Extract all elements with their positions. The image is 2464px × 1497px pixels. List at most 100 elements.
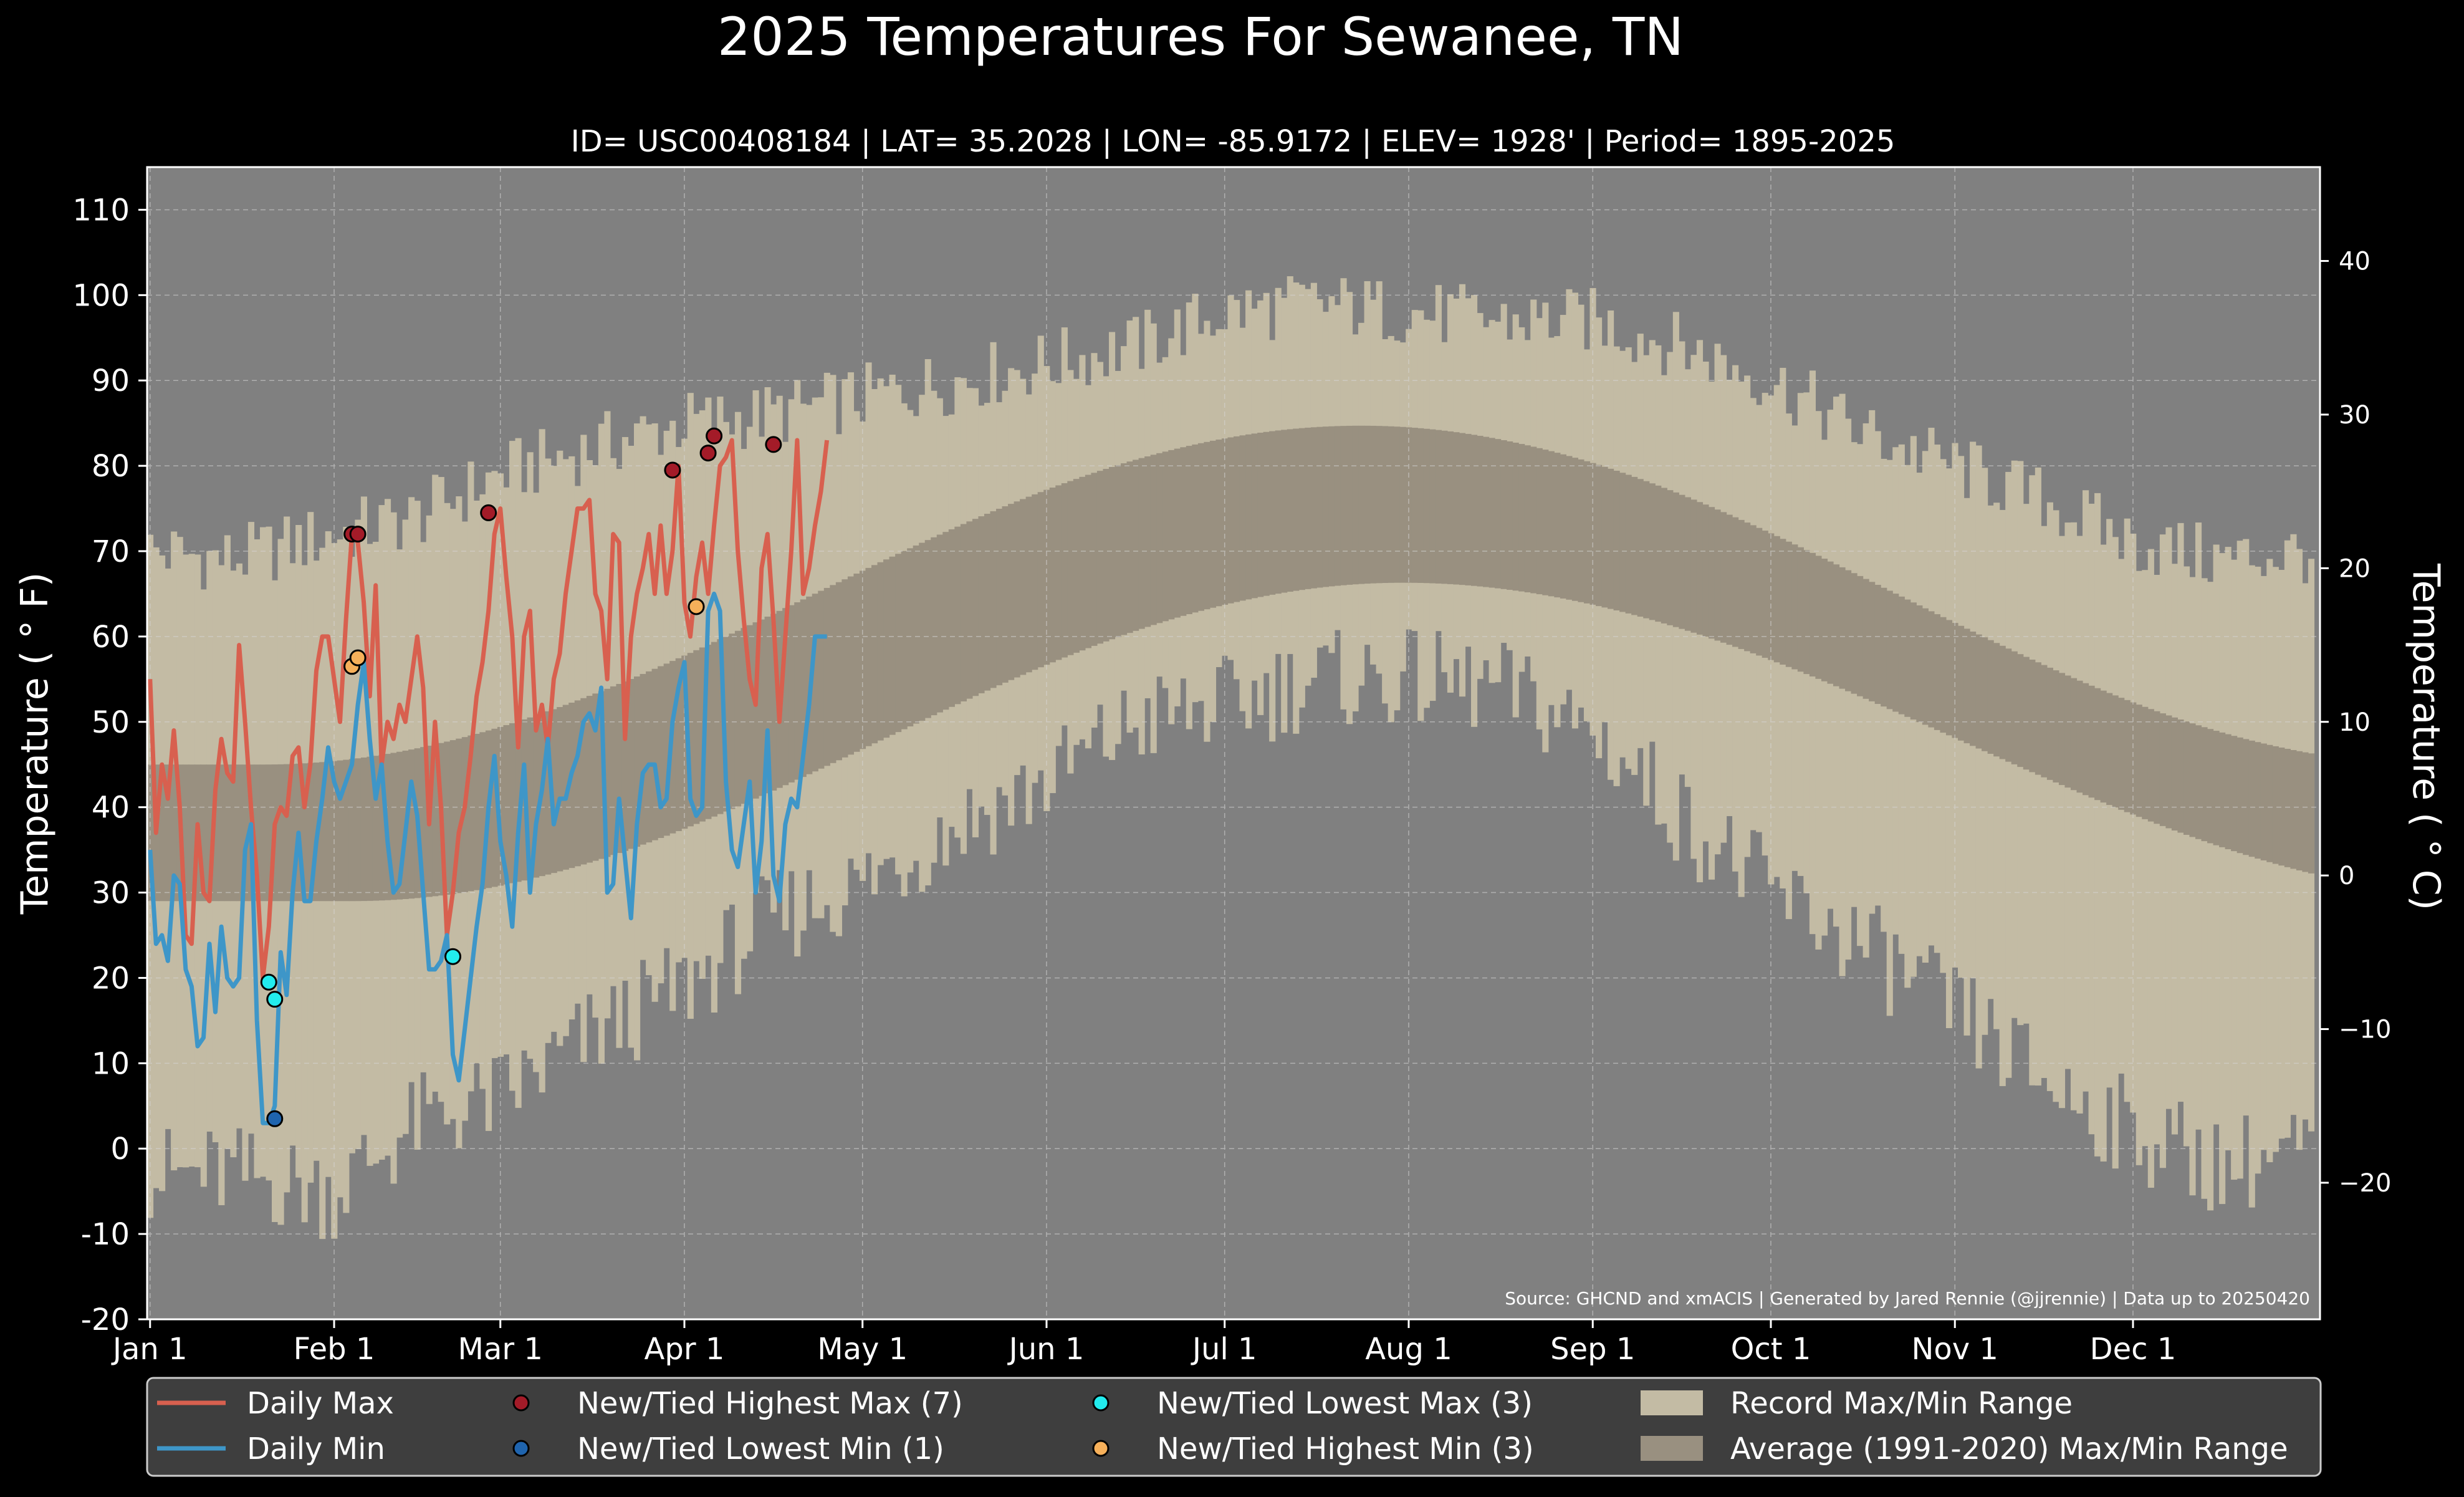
average-range-bar	[1251, 433, 1258, 599]
average-range-bar	[1417, 428, 1424, 583]
average-range-bar	[1079, 476, 1086, 651]
average-range-bar	[284, 764, 290, 902]
average-range-bar	[1554, 453, 1561, 598]
average-range-bar	[1447, 431, 1454, 584]
x-tick-label: Jun 1	[1007, 1332, 1085, 1367]
average-range-bar	[1679, 494, 1685, 629]
average-range-bar	[1518, 444, 1525, 592]
average-range-bar	[307, 763, 314, 902]
average-range-bar	[913, 545, 919, 724]
average-range-bar	[1702, 504, 1709, 637]
average-range-bar	[2154, 711, 2160, 824]
average-range-bar	[883, 559, 890, 738]
average-range-bar	[675, 658, 682, 831]
average-range-bar	[242, 764, 249, 902]
source-note: Source: GHCND and xmACIS | Generated by …	[1505, 1288, 2310, 1309]
average-range-bar	[574, 700, 581, 867]
average-range-bar	[865, 567, 872, 746]
average-range-bar	[877, 562, 884, 741]
average-range-bar	[1358, 425, 1365, 584]
new-highest-min-marker	[688, 598, 705, 615]
y2-tick-label: −20	[2339, 1169, 2391, 1198]
record-range-bar	[1945, 468, 1953, 1029]
y-tick-label: -20	[81, 1302, 130, 1337]
daily-min-line	[148, 591, 827, 1125]
record-range-bar	[2041, 526, 2048, 1078]
legend-label: New/Tied Highest Max (7)	[577, 1386, 963, 1421]
average-range-bar	[1756, 527, 1763, 656]
average-range-bar	[533, 715, 540, 878]
legend-item: Daily Max	[157, 1386, 394, 1421]
average-range-bar	[1809, 552, 1816, 676]
average-range-bar	[527, 717, 534, 879]
average-range-bar	[752, 622, 759, 799]
y-tick-label: 100	[72, 278, 130, 313]
average-range-bar	[711, 642, 717, 817]
average-range-bar	[1435, 430, 1442, 584]
average-range-bar	[479, 732, 486, 890]
average-range-bar	[1904, 599, 1911, 717]
average-range-bar	[1708, 507, 1715, 639]
average-range-bar	[1750, 525, 1757, 653]
average-range-bar	[604, 688, 611, 857]
record-range-bar	[1821, 440, 1828, 936]
average-range-bar	[2088, 685, 2095, 798]
average-range-bar	[2272, 746, 2279, 864]
average-range-bar	[1631, 476, 1638, 615]
average-range-bar	[1821, 559, 1828, 681]
average-range-bar	[812, 594, 818, 772]
new-lowest-max-marker	[266, 991, 284, 1008]
average-range-bar	[1637, 479, 1644, 617]
average-range-bar	[948, 529, 955, 707]
average-range-bar	[1999, 645, 2006, 759]
average-range-bar	[545, 711, 552, 875]
legend-item: Record Max/Min Range	[1641, 1386, 2073, 1421]
average-range-bar	[1566, 456, 1573, 600]
record-range-bar	[1963, 498, 1970, 1036]
average-range-bar	[764, 617, 771, 794]
average-range-bar	[586, 696, 593, 863]
average-range-bar	[218, 764, 225, 902]
average-range-bar	[2207, 729, 2214, 844]
average-range-bar	[1952, 623, 1958, 738]
record-range-bar	[2248, 565, 2255, 1208]
plot-frame	[146, 166, 2321, 1321]
average-range-bar	[651, 668, 658, 840]
record-range-bar	[272, 580, 279, 1222]
average-range-bar	[705, 645, 712, 819]
average-range-bar	[1055, 485, 1062, 660]
average-range-bar	[1209, 440, 1217, 608]
new-lowest-max-marker	[260, 973, 277, 991]
average-range-bar	[277, 764, 284, 902]
average-range-bar	[1613, 471, 1620, 611]
legend-box	[146, 1377, 2322, 1477]
average-range-bar	[206, 764, 213, 902]
average-range-bar	[2177, 719, 2184, 833]
average-range-bar	[1827, 561, 1834, 684]
y-tick-label: 80	[92, 449, 130, 484]
average-range-bar	[1910, 602, 1917, 720]
average-range-bar	[456, 738, 463, 893]
average-range-bar	[1156, 453, 1163, 623]
legend-label: Daily Max	[247, 1386, 394, 1421]
average-range-bar	[2231, 736, 2238, 852]
average-range-bar	[818, 590, 825, 769]
average-range-bar	[722, 636, 730, 812]
average-range-bar	[1625, 474, 1632, 614]
new-highest-max-marker	[664, 461, 681, 479]
average-range-bar	[610, 686, 617, 855]
average-range-bar	[1483, 436, 1490, 587]
y-axis-label: Temperature ( ° F)	[13, 572, 57, 915]
record-range-bar	[2005, 471, 2012, 1078]
legend-item: Average (1991-2020) Max/Min Range	[1641, 1432, 2288, 1466]
average-range-bar	[2302, 752, 2309, 872]
average-range-bar	[2159, 713, 2166, 826]
y2-axis-label: Temperature ( ° C)	[2404, 563, 2448, 910]
average-range-bar	[1803, 550, 1810, 675]
record-range-bar	[1975, 445, 1982, 1069]
average-range-bar	[1370, 425, 1377, 584]
y-tick-label: 50	[92, 705, 130, 740]
average-range-bar	[1305, 427, 1311, 589]
average-range-bar	[1108, 467, 1116, 640]
average-range-bar	[1536, 448, 1543, 595]
